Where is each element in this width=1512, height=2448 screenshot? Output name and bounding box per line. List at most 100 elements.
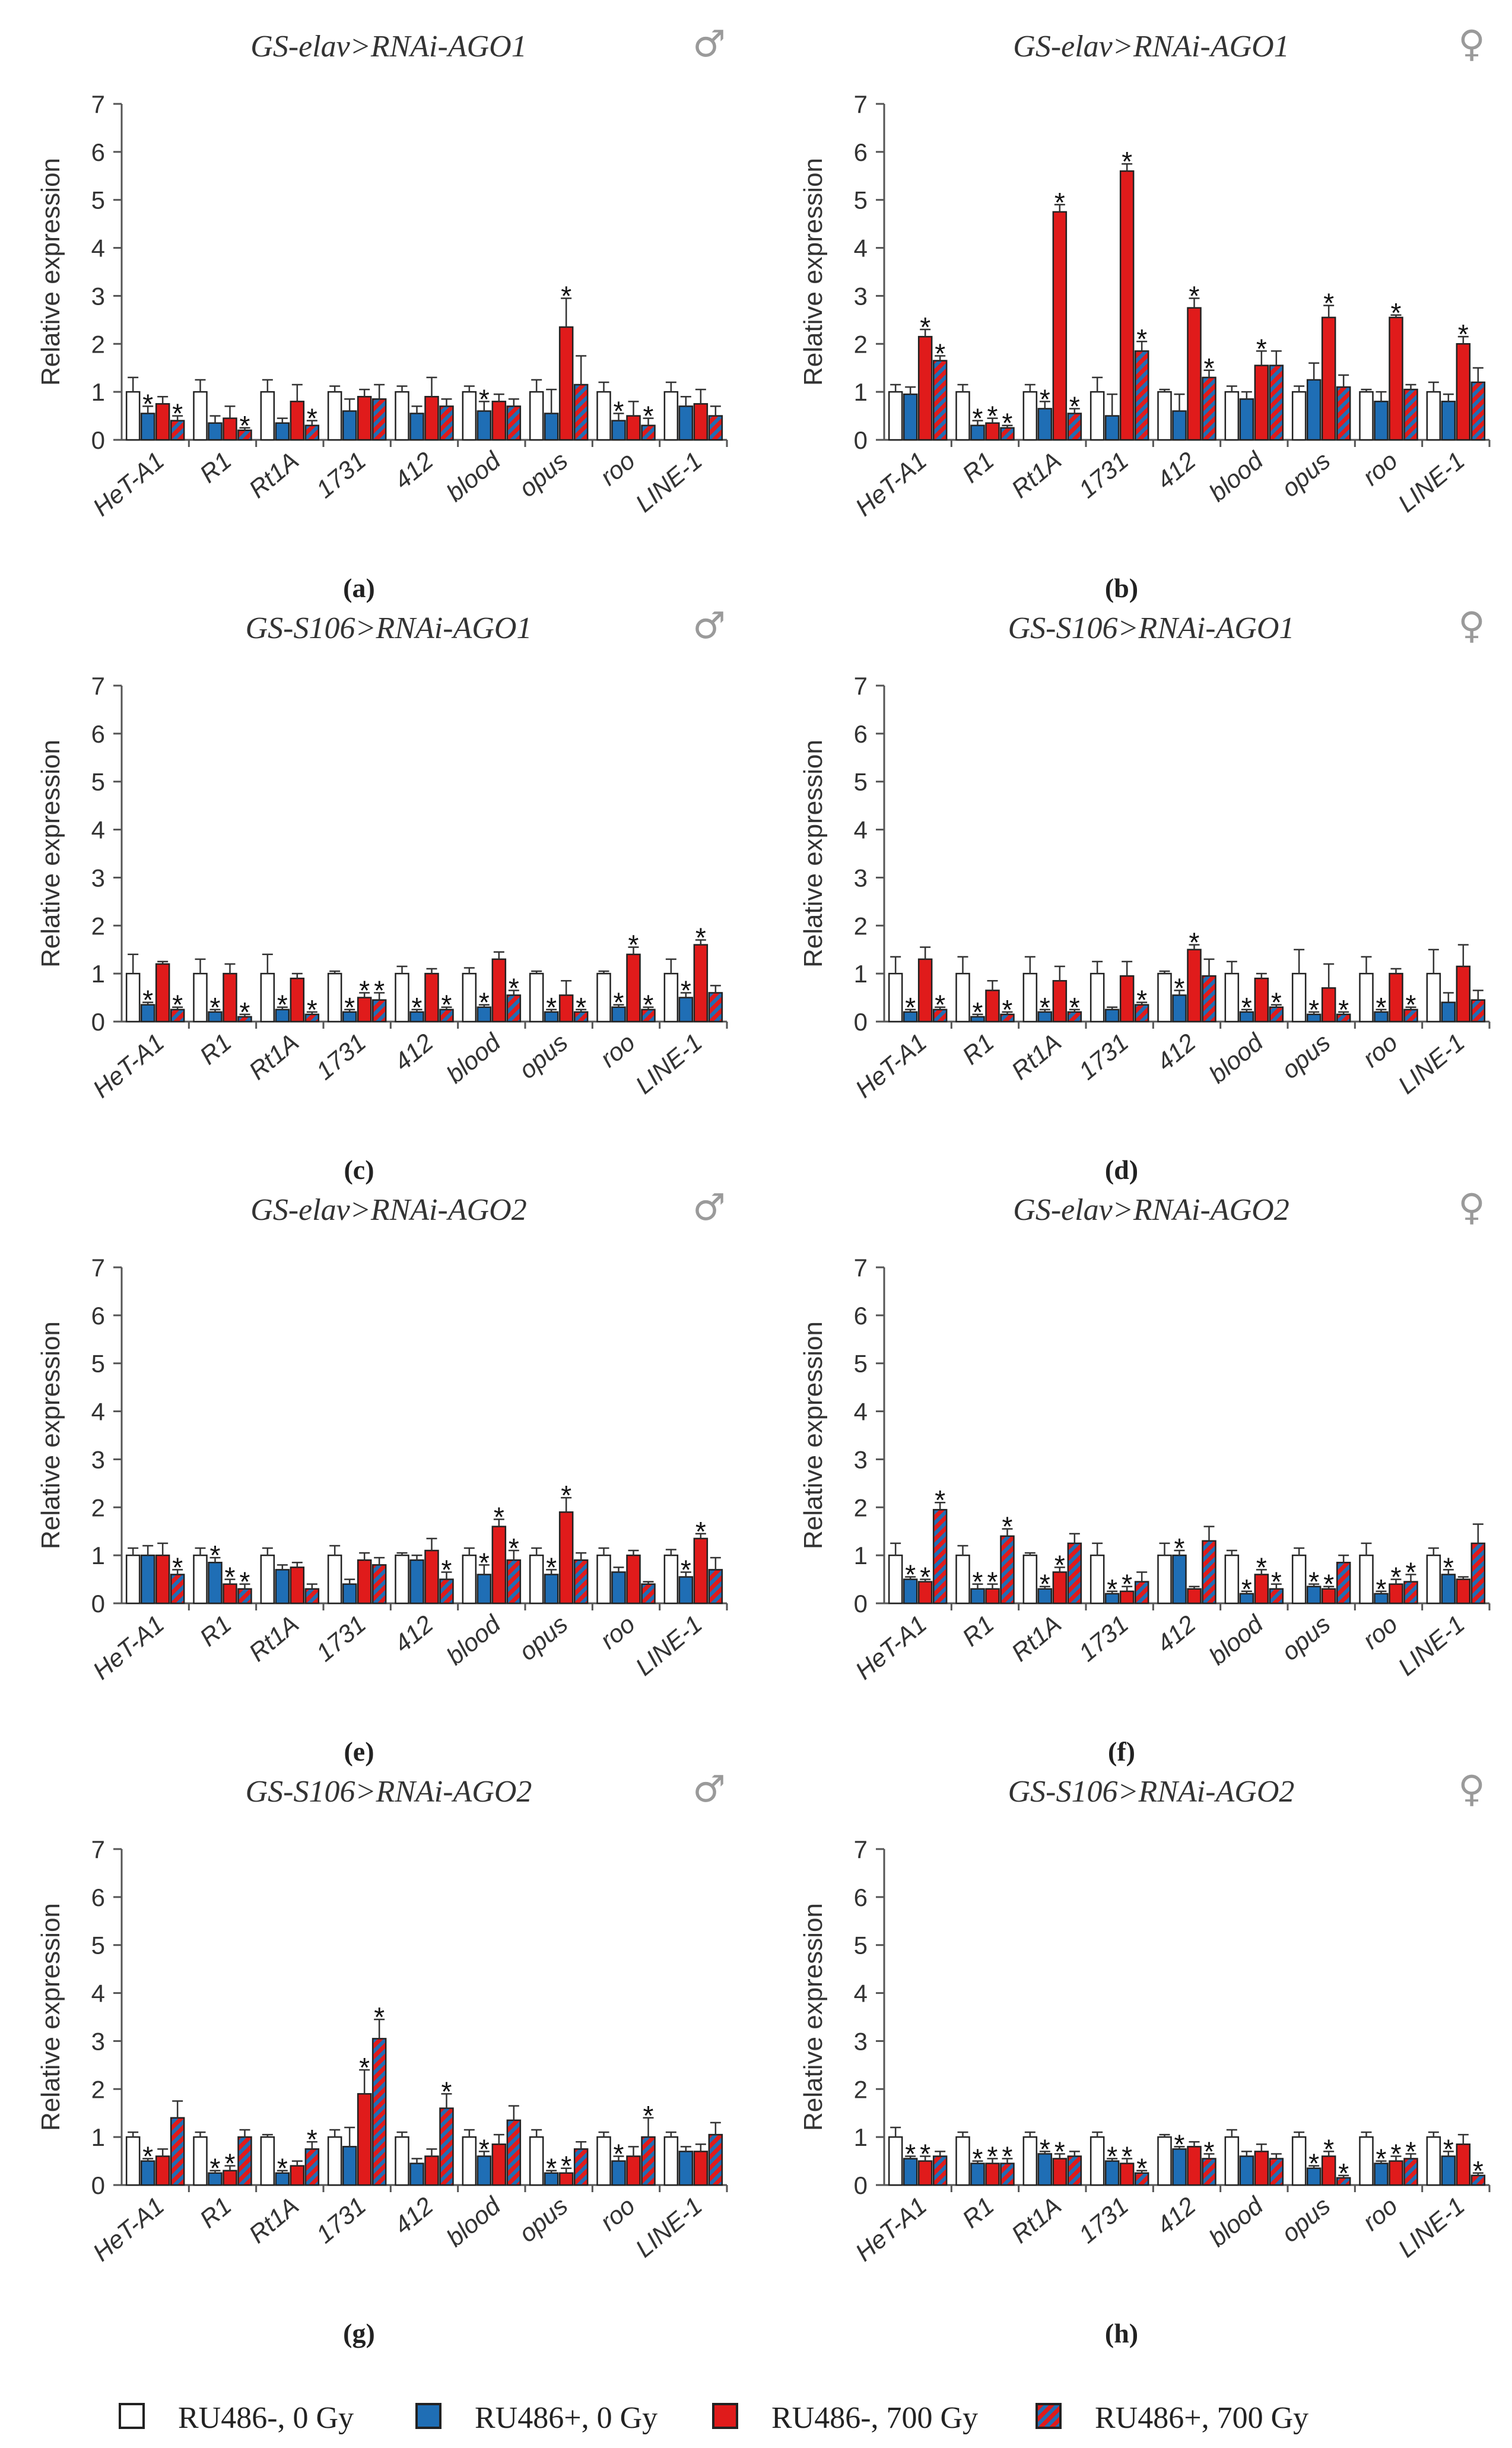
bar-blue-1731 — [1104, 1009, 1120, 1023]
significance-asterisk: * — [1256, 333, 1267, 364]
bar-white-rt1a — [260, 1554, 275, 1604]
y-tick-label: 7 — [854, 1835, 868, 1863]
bar-white-line-1 — [1426, 1554, 1441, 1604]
chart-panel-h: GS-S106>RNAi-AGO2 ♀ 0 1 2 3 4 5 6 7 Relative expre… — [799, 1767, 1491, 2348]
y-tick-label: 3 — [91, 864, 105, 892]
y-tick-label: 2 — [91, 1493, 105, 1521]
significance-asterisk: * — [973, 403, 983, 434]
x-tick-label: LINE-1 — [630, 1610, 707, 1681]
significance-asterisk: * — [643, 401, 654, 432]
bar-white-1731 — [1089, 1554, 1105, 1604]
y-tick-label: 2 — [91, 912, 105, 940]
significance-asterisk: * — [277, 2153, 288, 2184]
significance-asterisk: * — [1391, 1562, 1402, 1593]
bar-red-blood — [1254, 2151, 1269, 2186]
significance-asterisk: * — [240, 410, 250, 441]
x-tick-label: R1 — [194, 446, 236, 489]
significance-asterisk: * — [240, 1567, 250, 1597]
bar-blue-opus — [544, 413, 559, 441]
significance-asterisk: * — [1122, 1569, 1132, 1600]
bar-blue-412 — [409, 2162, 424, 2186]
bar-white-opus — [1291, 2136, 1307, 2186]
bar-white-rt1a — [1022, 972, 1038, 1023]
bar-white-1731 — [1089, 2136, 1105, 2186]
significance-asterisk: * — [172, 990, 183, 1020]
significance-asterisk: * — [935, 1485, 945, 1515]
bar-blue-1731 — [342, 1583, 357, 1604]
y-tick-label: 0 — [91, 2171, 105, 2199]
bar-white-het-a1 — [125, 972, 141, 1023]
y-tick-label: 5 — [854, 1932, 868, 1959]
bar-striped-het-a1 — [932, 360, 948, 441]
bar-blue-blood — [1239, 398, 1254, 441]
bar-red-het-a1 — [155, 403, 170, 441]
x-tick-label: R1 — [194, 1028, 236, 1070]
bar-red-412 — [1187, 2146, 1202, 2186]
x-tick-label: HeT-A1 — [87, 446, 169, 522]
significance-asterisk: * — [1308, 1567, 1319, 1597]
bar-white-het-a1 — [888, 391, 903, 441]
bar-red-r1 — [223, 972, 237, 1023]
bar-white-r1 — [955, 972, 970, 1023]
x-tick-label: LINE-1 — [1393, 446, 1470, 518]
bar-red-roo — [1389, 316, 1403, 441]
bar-blue-1731 — [342, 2146, 357, 2186]
significance-asterisk: * — [479, 1547, 490, 1578]
x-tick-label: opus — [1276, 446, 1335, 503]
x-tick-label: opus — [513, 2192, 573, 2248]
significance-asterisk: * — [546, 992, 557, 1023]
bar-striped-1731 — [371, 398, 387, 441]
bar-white-r1 — [955, 2136, 970, 2186]
significance-asterisk: * — [1002, 408, 1013, 439]
significance-asterisk: * — [1376, 992, 1387, 1023]
significance-asterisk: * — [240, 997, 250, 1028]
bar-striped-412 — [1202, 376, 1216, 441]
significance-asterisk: * — [643, 990, 654, 1020]
significance-asterisk: * — [681, 1554, 691, 1585]
bar-blue-line-1 — [678, 405, 694, 441]
bar-white-412 — [395, 1554, 409, 1604]
sex-symbol: ♂ — [693, 1185, 726, 1229]
bar-red-rt1a — [290, 401, 305, 441]
bar-red-opus — [1321, 316, 1336, 441]
sex-symbol: ♀ — [1458, 22, 1485, 65]
y-tick-label: 7 — [854, 90, 868, 118]
significance-asterisk: * — [1002, 2141, 1013, 2172]
bar-striped-blood — [1269, 364, 1284, 441]
bar-white-r1 — [193, 972, 208, 1023]
bar-white-roo — [596, 391, 611, 441]
x-tick-label: LINE-1 — [630, 1028, 707, 1099]
x-tick-label: opus — [1276, 1028, 1335, 1085]
bar-white-opus — [1291, 972, 1307, 1023]
significance-asterisk: * — [479, 987, 490, 1018]
significance-asterisk: * — [561, 280, 571, 311]
bar-striped-line-1 — [1470, 381, 1486, 441]
significance-asterisk: * — [225, 2148, 236, 2179]
significance-asterisk: * — [1136, 2153, 1147, 2184]
significance-asterisk: * — [561, 2151, 571, 2181]
x-tick-label: Rt1A — [243, 1610, 304, 1667]
y-tick-label: 2 — [854, 2075, 868, 2103]
y-tick-label: 1 — [854, 1542, 868, 1569]
significance-asterisk: * — [1256, 1552, 1267, 1583]
bar-white-opus — [529, 391, 544, 441]
x-tick-label: 412 — [389, 2192, 439, 2240]
bar-white-r1 — [193, 391, 208, 441]
y-tick-label: 0 — [91, 1590, 105, 1618]
bar-white-het-a1 — [125, 1554, 141, 1604]
chart-title: GS-S106>RNAi-AGO2 — [1008, 1775, 1295, 1809]
x-tick-label: blood — [1203, 446, 1269, 507]
x-tick-label: blood — [1203, 1028, 1269, 1089]
x-tick-label: Rt1A — [243, 446, 304, 503]
panel-label: (c) — [344, 1155, 374, 1185]
x-tick-label: opus — [513, 1610, 573, 1666]
significance-asterisk: * — [1241, 1574, 1252, 1604]
x-tick-label: LINE-1 — [1393, 1028, 1470, 1099]
significance-asterisk: * — [905, 992, 916, 1023]
legend-swatch-striped — [1035, 2403, 1062, 2429]
sex-symbol: ♂ — [693, 604, 726, 647]
x-tick-label: roo — [1357, 1610, 1403, 1654]
significance-asterisk: * — [695, 922, 706, 953]
bar-white-blood — [462, 2136, 477, 2186]
legend-swatch-blue — [415, 2403, 441, 2429]
